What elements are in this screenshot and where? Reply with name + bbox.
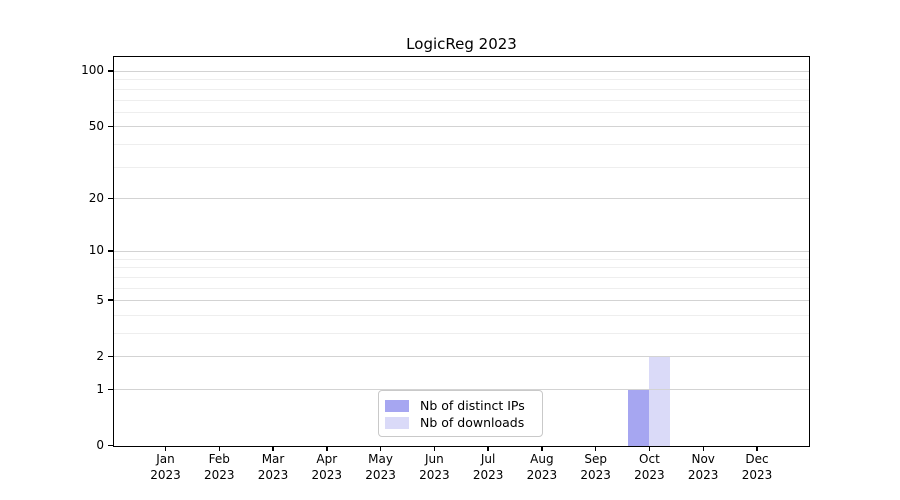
y-tick-mark [107, 250, 113, 252]
y-tick-label: 20 [88, 190, 104, 205]
x-tick-mark [433, 446, 436, 451]
gridline-minor [114, 267, 809, 269]
gridline-minor [114, 99, 809, 101]
gridline-minor [114, 333, 809, 335]
legend-swatch-distinct-ips-icon [385, 399, 409, 412]
bar-oct-series1 [649, 356, 671, 447]
gridline-major [114, 198, 809, 200]
legend-label-distinct-ips: Nb of distinct IPs [420, 398, 525, 413]
x-tick-label: May 2023 [365, 452, 396, 482]
y-tick-label: 1 [96, 381, 104, 396]
x-tick-mark [487, 446, 489, 451]
gridline-major [114, 356, 809, 358]
gridline-major [114, 300, 809, 302]
x-tick-label: Nov 2023 [687, 452, 719, 482]
bar-oct-series0 [628, 389, 650, 447]
gridline-minor [114, 276, 809, 278]
gridline-major [114, 250, 809, 252]
gridline-minor [114, 79, 809, 81]
y-tick-label: 5 [96, 292, 104, 307]
x-tick-label: Feb 2023 [203, 452, 235, 482]
legend-swatch-downloads-icon [385, 416, 409, 429]
x-tick-mark [756, 446, 758, 451]
legend-item-distinct-ips: Nb of distinct IPs [385, 398, 534, 413]
x-tick-label: Sep 2023 [580, 452, 611, 482]
y-tick-mark [107, 445, 113, 447]
x-tick-label: Aug 2023 [526, 452, 558, 482]
gridline-minor [114, 88, 809, 90]
x-tick-label: Apr 2023 [311, 452, 343, 482]
gridline-minor [114, 314, 809, 316]
x-tick-label: Jan 2023 [150, 452, 181, 482]
y-tick-mark [107, 388, 113, 391]
gridline-minor [114, 258, 809, 260]
y-tick-mark [107, 355, 113, 358]
x-tick-label: Dec 2023 [741, 452, 773, 482]
x-tick-label: Jul 2023 [472, 452, 504, 482]
gridline-minor [114, 166, 809, 168]
x-tick-label: Oct 2023 [634, 452, 665, 482]
y-tick-label: 100 [81, 63, 104, 78]
gridline-minor [114, 144, 809, 146]
x-tick-mark [702, 446, 704, 451]
y-tick-label: 0 [96, 438, 104, 453]
y-tick-mark [107, 197, 113, 200]
legend: Nb of distinct IPs Nb of downloads [378, 390, 543, 437]
x-tick-mark [164, 446, 167, 451]
x-tick-label: Jun 2023 [419, 452, 450, 482]
chart-title: LogicReg 2023 [406, 35, 517, 53]
legend-label-downloads: Nb of downloads [420, 415, 525, 430]
legend-item-downloads: Nb of downloads [385, 415, 534, 430]
y-tick-label: 50 [88, 118, 104, 133]
gridline-major [114, 70, 809, 72]
x-tick-mark [379, 446, 382, 451]
x-tick-mark [272, 446, 274, 451]
gridline-minor [114, 111, 809, 113]
x-tick-mark [541, 446, 543, 451]
x-tick-mark [594, 446, 597, 451]
x-tick-mark [648, 446, 651, 451]
y-tick-mark [107, 70, 113, 72]
y-tick-mark [107, 125, 113, 128]
x-tick-mark [326, 446, 328, 451]
x-tick-label: Mar 2023 [257, 452, 289, 482]
gridline-minor [114, 287, 809, 289]
y-tick-label: 10 [88, 243, 104, 258]
gridline-major [114, 389, 809, 391]
y-tick-label: 2 [96, 348, 104, 363]
x-tick-mark [218, 446, 220, 451]
gridline-major [114, 126, 809, 128]
y-tick-mark [107, 299, 113, 301]
